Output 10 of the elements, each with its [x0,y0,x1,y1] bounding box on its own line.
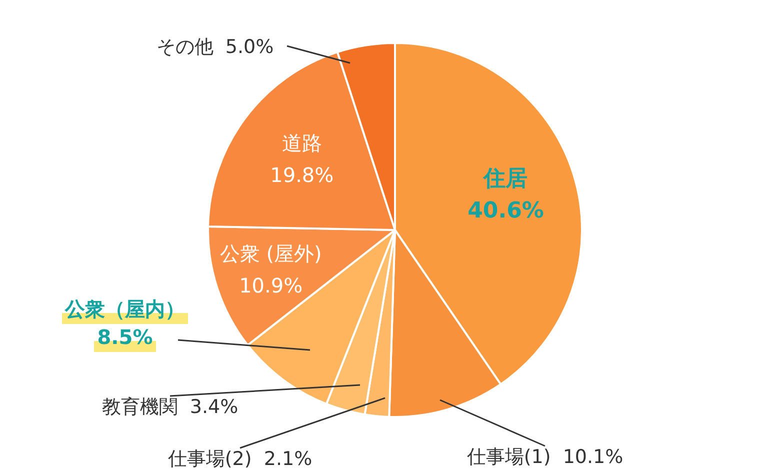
slice-label: 仕事場(1) 10.1% [466,446,624,468]
slice-label: その他 5.0% [156,36,274,58]
slice-label: 教育機関 3.4% [102,396,238,418]
slice-label: 仕事場(2) 2.1% [166,448,312,470]
slice-label: 公衆 (屋外) [220,242,322,266]
data-label: 40.6% [468,198,544,224]
data-label: 19.8% [270,163,334,188]
data-label: 10.9% [239,274,303,298]
slice-label: 道路 [282,131,322,156]
slice-label: 住居 [482,166,528,192]
